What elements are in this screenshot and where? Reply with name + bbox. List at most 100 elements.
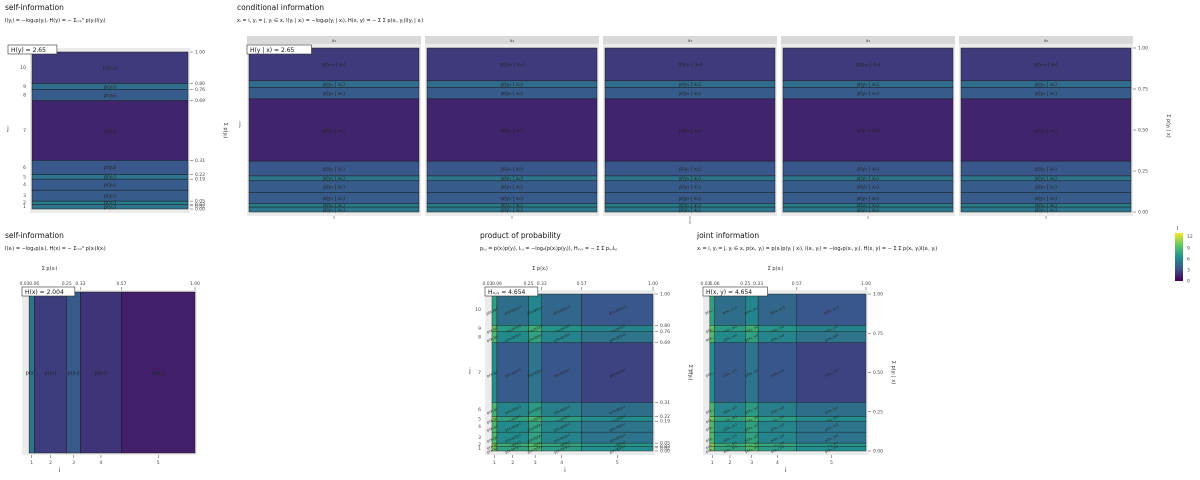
prod-ytick-5: 5 <box>478 416 481 422</box>
joint-cell-label-x3-y5: p(x₃, y₅) <box>745 414 760 424</box>
sx-cell-label-x1: p(x₁) <box>26 371 38 377</box>
joint-cell-label-x3-y1: p(x₃, y₁) <box>745 444 760 454</box>
prod-cell-x5-y1 <box>581 446 654 452</box>
prod-cell-label-x3-y2: p(x₃)p(y₂) <box>527 440 545 451</box>
cond-cell-x2-y7 <box>426 98 598 162</box>
joint-cell-label-x5-y2: p(x₅, y₂) <box>824 440 839 450</box>
sy-formula: I(yⱼ) = −log₂p(yⱼ), H(y) = − Σⱼ₌₁⁵ p(yⱼ)… <box>5 18 106 24</box>
joint-cell-label-x4-y8: p(x₄, y₈) <box>770 333 785 343</box>
prod-cell-label-x3-y4: p(x₃)p(y₄) <box>527 421 545 432</box>
prod-cum-label-4: 0.33 <box>537 281 547 287</box>
prod-cell-label-x1-y6: p(x₁)p(y₆) <box>486 404 504 415</box>
joint-cell-label-x4-y5: p(x₄, y₅) <box>770 414 785 424</box>
joint-cell-label-x5-y9: p(x₅, y₉) <box>824 324 839 334</box>
sy-ytick-1: 9 <box>23 84 26 90</box>
joint-formula: xᵢ = i, yⱼ = j, yⱼ ∈ x, p(xᵢ, yⱼ) = p(xᵢ… <box>697 246 937 252</box>
cond-cell-label-x3-y1: p(y₁ | x₃) <box>679 207 701 213</box>
cond-cell-label-x3-y4: p(y₄ | x₃) <box>679 184 701 190</box>
joint-cell-label-x5-y8: p(x₅, y₈) <box>824 333 839 343</box>
joint-cell-label-x1-y1: p(x₁, y₁) <box>705 444 720 454</box>
legend-colorbar <box>1175 233 1183 281</box>
prod-cell-label-x2-y5: p(x₂)p(y₅) <box>504 414 522 425</box>
cond-cell-label-x2-y3: p(y₃ | x₂) <box>501 196 523 202</box>
joint-cell-label-x3-y9: p(x₃, y₉) <box>745 324 760 334</box>
joint-cum-label-3: 0.25 <box>740 281 750 287</box>
sy-cum-label-9: 0.02 <box>195 203 205 209</box>
prod-cell-x5-y7 <box>581 342 654 403</box>
sy-ylabel: j <box>6 126 9 133</box>
joint-cell-label-x4-y10: p(x₄, y₁₀) <box>770 305 786 315</box>
cond-strip-label-2: x₂ <box>510 39 515 44</box>
cond-cell-label-x4-y1: p(y₁ | x₄) <box>857 207 879 213</box>
joint-cell-label-x1-y7: p(x₁, y₇) <box>705 368 720 378</box>
joint-cell-x5-y1 <box>796 446 867 452</box>
cond-cell-label-x3-y9: p(y₉ | x₃) <box>679 82 701 88</box>
prod-cell-x2-y10 <box>496 293 529 326</box>
joint-cell-label-x1-y8: p(x₁, y₈) <box>705 333 720 343</box>
cond-cell-label-x5-y9: p(y₉ | x₅) <box>1035 82 1057 88</box>
prod-cell-label-x5-y10: p(x₅)p(y₁₀) <box>608 304 627 316</box>
sx-entropy-text: H(x) = 2.004 <box>25 289 64 296</box>
cond-cumlabel: Σ p(yⱼ | x) <box>1165 114 1171 138</box>
sy-cum-label-0: 1.00 <box>195 50 205 56</box>
cond-cell-x3-y7 <box>604 98 776 162</box>
prod-cell-label-x2-y10: p(x₂)p(y₁₀) <box>504 304 523 316</box>
prod-cum-label-6: 0.19 <box>660 419 670 425</box>
prod-cell-label-x3-y10: p(x₃)p(y₁₀) <box>526 304 545 316</box>
prod-ytick-3: 7 <box>478 370 481 376</box>
prod-cum-label-0: 1.00 <box>660 292 670 298</box>
cond-strip-label-3: x₃ <box>688 39 693 44</box>
prod-cell-label-x4-y1: p(x₄)p(y₁) <box>553 443 571 454</box>
joint-cell-label-x3-y2: p(x₃, y₂) <box>745 440 760 450</box>
joint-ylabel: j <box>690 368 693 375</box>
joint-cell-label-x2-y10: p(x₂, y₁₀) <box>722 305 738 315</box>
prod-cum-label-2: 0.76 <box>660 329 670 335</box>
sx-cum-label-5: 0.57 <box>116 281 126 287</box>
prod-cell-label-x2-y1: p(x₂)p(y₁) <box>504 443 522 454</box>
joint-cell-label-x2-y6: p(x₂, y₆) <box>723 405 738 415</box>
cond-entropy-text: H(y | x) = 2.65 <box>250 47 295 54</box>
prod-ytick-8: 2 <box>478 442 481 448</box>
joint-cell-label-x5-y7: p(x₅, y₇) <box>824 368 839 378</box>
sy-ytick-7: 3 <box>23 193 26 199</box>
legend-tick-label-2: 6 <box>1187 256 1190 262</box>
prod-cell-x4-y7 <box>541 342 582 403</box>
cond-rtick-label-4: 0.00 <box>1138 210 1148 216</box>
cond-cell-label-x2-y5: p(y₅ | x₂) <box>501 176 523 182</box>
joint-cell-label-x4-y6: p(x₄, y₆) <box>770 405 785 415</box>
joint-cum-label-4: 0.33 <box>753 281 763 287</box>
joint-cell-label-x5-y3: p(x₅, y₃) <box>824 433 839 443</box>
prod-cell-label-x5-y3: p(x₅)p(y₃) <box>609 432 627 443</box>
legend-title: I <box>1177 226 1178 232</box>
cond-ylabel: j <box>238 121 241 128</box>
sy-cell-label-y2: p(y₂) <box>104 201 116 207</box>
joint-cell-label-x3-y6: p(x₃, y₆) <box>745 405 760 415</box>
cond-cell-label-x3-y10: p(y₁₀ | x₃) <box>678 62 702 68</box>
cond-cell-label-x1-y2: p(y₂ | x₁) <box>323 203 345 209</box>
prod-cell-label-x1-y10: p(x₁)p(y₁₀) <box>486 304 505 316</box>
cond-cell-label-x3-y7: p(y₇ | x₃) <box>679 128 701 134</box>
cond-cell-x2-y10 <box>426 47 598 82</box>
joint-rtick-label-4: 0.00 <box>873 449 883 455</box>
cond-cell-label-x1-y9: p(y₉ | x₁) <box>323 82 345 88</box>
sx-cell-label-x3: p(x₃) <box>68 371 80 377</box>
prod-cell-label-x1-y5: p(x₁)p(y₅) <box>486 414 504 425</box>
cond-cell-label-x5-y10: p(y₁₀ | x₅) <box>1034 62 1058 68</box>
cond-strip-label-5: x₅ <box>1044 39 1049 44</box>
joint-cum-label-6: 1.00 <box>861 281 871 287</box>
joint-cell-label-x2-y8: p(x₂, y₈) <box>723 333 738 343</box>
sx-entropy-box <box>21 286 76 297</box>
prod-cell-label-x5-y7: p(x₅)p(y₇) <box>609 367 627 378</box>
joint-xtick-label-4: 4 <box>776 460 779 466</box>
joint-entropy-text: H(x, y) = 4.654 <box>706 289 752 296</box>
sx-xtick-label-5: 5 <box>157 460 160 466</box>
joint-cum-label-2: 0.06 <box>710 281 720 287</box>
cond-cell-label-x1-y3: p(y₃ | x₁) <box>323 196 345 202</box>
joint-cell-label-x3-y10: p(x₃, y₁₀) <box>744 305 760 315</box>
joint-cell-label-x3-y7: p(x₃, y₇) <box>745 368 760 378</box>
joint-cell-x5-y7 <box>796 342 867 403</box>
cond-cell-label-x4-y5: p(y₅ | x₄) <box>857 176 879 182</box>
sy-cell-label-y7: p(y₇) <box>104 128 116 134</box>
prod-cum-label-5: 0.57 <box>577 281 587 287</box>
